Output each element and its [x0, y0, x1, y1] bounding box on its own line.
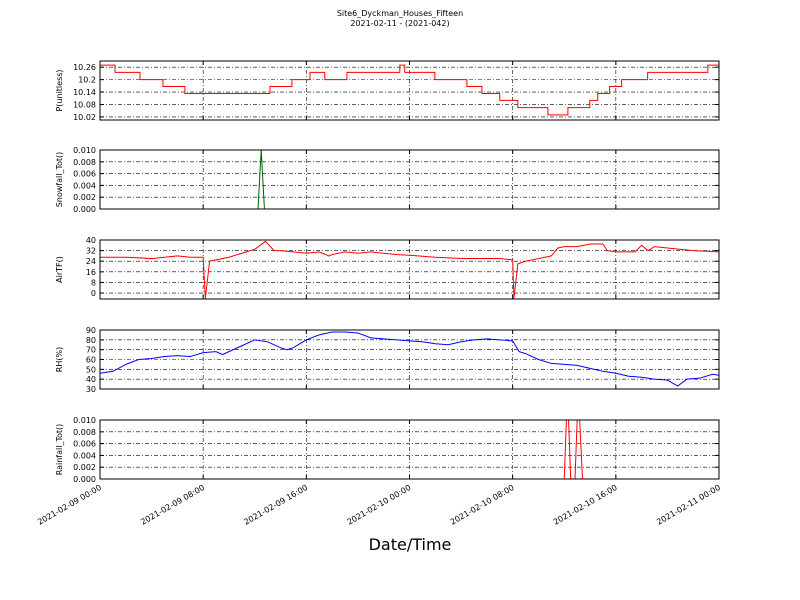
y-tick-label: 0.000	[73, 475, 96, 484]
plot-frame	[99, 60, 720, 121]
plot-frame	[99, 149, 720, 210]
x-axis-label: Date/Time	[369, 535, 452, 554]
y-tick-label: 0.002	[73, 193, 96, 202]
y-tick-label: 32	[86, 247, 96, 256]
y-tick-label: 16	[86, 268, 96, 277]
y-tick-label: 80	[86, 336, 96, 345]
y-axis-label: P(unitless)	[55, 69, 64, 111]
y-tick-label: 0.010	[73, 146, 96, 155]
data-line	[100, 64, 719, 116]
y-tick-label: 10.08	[73, 100, 96, 109]
y-tick-label: 0	[91, 289, 96, 298]
y-tick-label: 0.010	[73, 416, 96, 425]
y-tick-label: 40	[86, 236, 96, 245]
y-axis-label: AirTF()	[55, 256, 64, 283]
y-tick-label: 90	[86, 326, 96, 335]
y-tick-label: 0.004	[73, 451, 96, 460]
y-tick-label: 0.008	[73, 158, 96, 167]
y-tick-label: 10.26	[73, 63, 96, 72]
y-axis-label: RH(%)	[55, 347, 64, 372]
data-line	[100, 331, 719, 387]
y-tick-label: 0.008	[73, 428, 96, 437]
y-tick-label: 0.000	[73, 205, 96, 214]
chart-title: Site6_Dyckman_Houses_Fifteen	[337, 9, 463, 18]
y-axis-label: Snowfall_Tot()	[55, 152, 64, 208]
y-tick-label: 0.002	[73, 463, 96, 472]
y-tick-label: 40	[86, 375, 96, 384]
y-tick-label: 50	[86, 365, 96, 374]
y-tick-label: 24	[86, 257, 96, 266]
data-line	[100, 420, 719, 479]
y-tick-label: 8	[91, 278, 96, 287]
y-tick-label: 70	[86, 346, 96, 355]
y-tick-label: 0.006	[73, 440, 96, 449]
y-tick-label: 10.02	[73, 113, 96, 122]
plot-frame	[99, 239, 720, 300]
y-tick-label: 0.006	[73, 170, 96, 179]
y-tick-label: 0.004	[73, 181, 96, 190]
plot-frame	[99, 329, 720, 390]
y-tick-label: 10.14	[73, 88, 96, 97]
plot-frame	[99, 419, 720, 480]
y-tick-label: 10.2	[78, 76, 96, 85]
y-tick-label: 60	[86, 356, 96, 365]
y-tick-label: 30	[86, 385, 96, 394]
y-axis-label: Rainfall_Tot()	[55, 424, 64, 476]
chart-subtitle: 2021-02-11 - (2021-042)	[350, 19, 449, 28]
data-line	[100, 240, 719, 299]
